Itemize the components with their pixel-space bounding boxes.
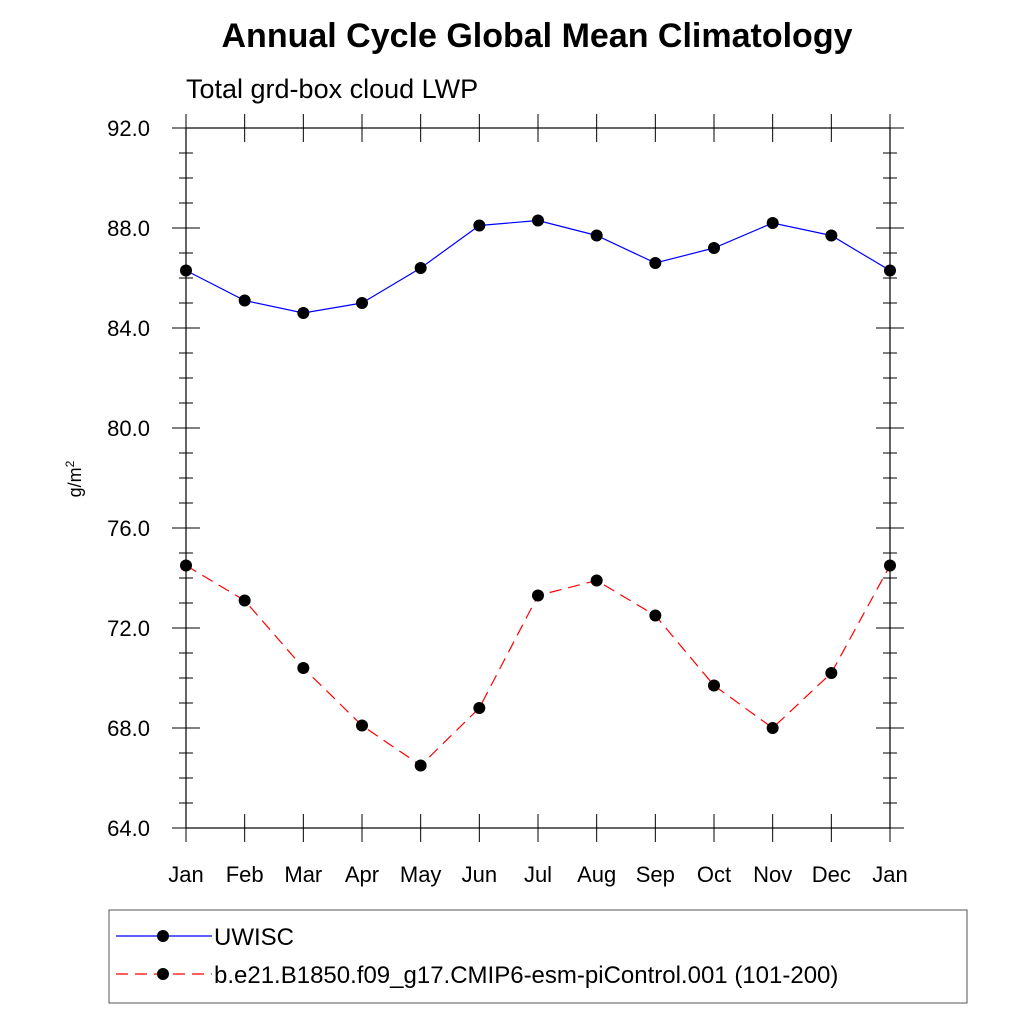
data-point — [238, 594, 251, 607]
series-line — [185, 219, 891, 314]
legend-item-1: UWISC — [116, 924, 294, 951]
data-point — [473, 702, 486, 714]
x-tick-label: Feb — [226, 862, 264, 887]
y-axis-label-superscript: 2 — [63, 460, 77, 467]
data-point — [708, 242, 720, 254]
legend-label: b.e21.B1850.f09_g17.CMIP6-esm-piControl.… — [214, 962, 838, 989]
x-tick-label: Oct — [697, 862, 731, 887]
legend-label: UWISC — [214, 924, 294, 951]
y-axis-label: g/m2 — [63, 460, 85, 497]
chart-subtitle: Total grd-box cloud LWP — [186, 74, 478, 104]
data-point — [180, 264, 192, 277]
y-tick-label: 68.0 — [107, 716, 150, 741]
data-point — [356, 719, 368, 732]
legend-marker — [157, 968, 169, 980]
data-point — [297, 307, 310, 319]
svg-text:g/m2: g/m2 — [63, 460, 85, 497]
x-tick-label: Nov — [753, 862, 792, 887]
plot-frame — [185, 127, 891, 829]
y-tick-labels: 64.0 68.0 72.0 76.0 80.0 84.0 88.0 92.0 — [107, 116, 150, 841]
y-tick-label: 64.0 — [107, 816, 150, 841]
data-point — [532, 589, 544, 602]
series-1 — [180, 214, 896, 319]
data-point — [825, 667, 838, 679]
data-point — [473, 219, 486, 232]
data-point — [180, 559, 192, 572]
data-point — [297, 662, 310, 674]
y-tick-label: 80.0 — [107, 416, 150, 441]
chart-title: Annual Cycle Global Mean Climatology — [222, 17, 853, 55]
y-tick-label: 84.0 — [107, 316, 150, 341]
data-point — [356, 297, 368, 309]
y-tick-label: 76.0 — [107, 516, 150, 541]
series-layer — [180, 214, 896, 772]
data-point — [532, 214, 544, 227]
x-tick-label: Jul — [524, 862, 552, 887]
data-point — [414, 759, 427, 772]
legend: UWISC b.e21.B1850.f09_g17.CMIP6-esm-piCon… — [108, 909, 968, 1004]
data-point — [590, 229, 603, 242]
data-point — [884, 264, 896, 277]
x-tick-label: Dec — [812, 862, 851, 887]
data-point — [649, 257, 662, 269]
x-tick-label: Apr — [345, 862, 379, 887]
y-axis-label-base: g/m — [65, 467, 85, 497]
data-point — [649, 609, 662, 622]
data-point — [238, 294, 251, 307]
data-point — [825, 229, 838, 242]
legend-marker — [157, 930, 169, 942]
x-tick-label: Aug — [577, 862, 616, 887]
data-point — [414, 262, 427, 274]
y-tick-label: 92.0 — [107, 116, 150, 141]
data-point — [766, 217, 779, 229]
legend-items: UWISC b.e21.B1850.f09_g17.CMIP6-esm-piCon… — [116, 924, 838, 989]
data-point — [708, 679, 720, 692]
x-tick-label: Jan — [872, 862, 907, 887]
x-tick-label: Sep — [636, 862, 675, 887]
series-2 — [180, 559, 896, 772]
x-tick-label: May — [400, 862, 442, 887]
x-tick-label: Mar — [284, 862, 322, 887]
x-tick-label: Jan — [168, 862, 203, 887]
legend-item-2: b.e21.B1850.f09_g17.CMIP6-esm-piControl.… — [116, 962, 838, 989]
data-point — [766, 722, 779, 734]
data-point — [590, 574, 603, 587]
y-tick-label: 88.0 — [107, 216, 150, 241]
x-tick-label: Jun — [462, 862, 497, 887]
y-tick-label: 72.0 — [107, 616, 150, 641]
x-tick-labels: Jan Feb Mar Apr May Jun Jul Aug Sep Oct Nov Dec Jan — [168, 862, 907, 887]
legend-box — [108, 909, 968, 1004]
data-point — [884, 559, 896, 572]
